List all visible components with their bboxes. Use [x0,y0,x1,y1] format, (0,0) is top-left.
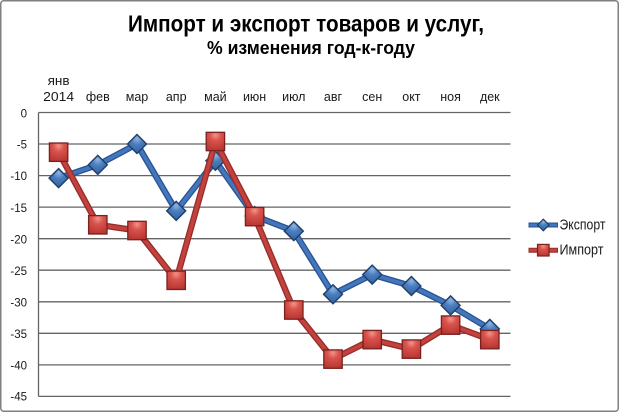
svg-text:-25: -25 [10,266,27,278]
svg-text:авг: авг [324,90,343,104]
svg-text:апр: апр [166,90,187,104]
svg-text:% изменения год-к-году: % изменения год-к-году [207,38,415,58]
svg-text:янв: янв [48,74,70,88]
svg-text:фев: фев [86,90,110,104]
svg-text:-20: -20 [10,234,27,246]
svg-text:Экспорт: Экспорт [560,218,606,234]
svg-text:-35: -35 [10,329,27,341]
svg-text:сен: сен [362,90,382,104]
svg-text:-15: -15 [10,203,27,215]
svg-text:май: май [204,90,227,104]
svg-text:2014: 2014 [43,90,74,104]
svg-text:Импорт и экспорт товаров и усл: Импорт и экспорт товаров и услуг, [128,11,484,37]
svg-text:окт: окт [402,90,421,104]
svg-text:-40: -40 [10,361,27,373]
svg-text:мар: мар [126,90,149,104]
svg-text:-10: -10 [10,171,27,183]
svg-text:дек: дек [480,90,500,104]
svg-text:июн: июн [243,90,266,104]
svg-text:0: 0 [21,109,27,121]
svg-text:ноя: ноя [440,90,461,104]
svg-text:-30: -30 [10,298,27,310]
svg-text:-45: -45 [10,391,27,403]
svg-text:Импорт: Импорт [560,243,604,259]
svg-text:июл: июл [282,90,305,104]
svg-text:-5: -5 [17,140,27,152]
